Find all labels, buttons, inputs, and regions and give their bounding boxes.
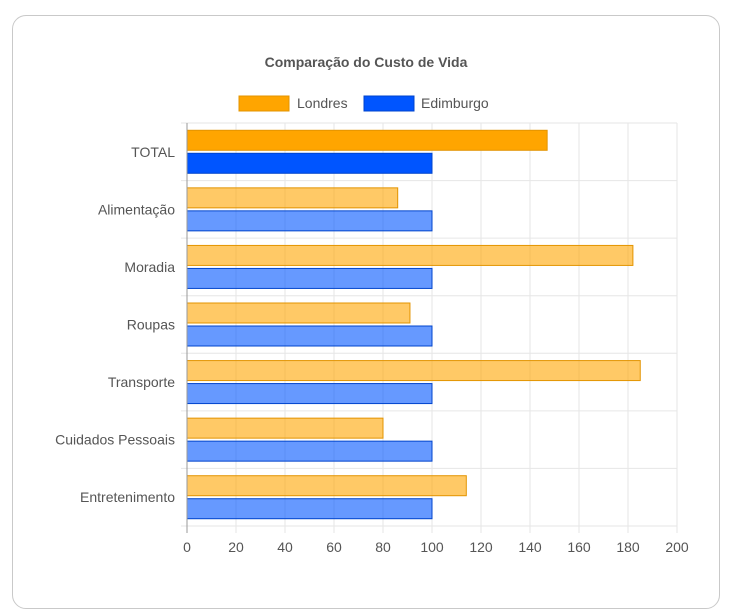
- category-label-transporte: Transporte: [108, 374, 175, 390]
- category-label-total: TOTAL: [131, 144, 175, 160]
- x-tick-label: 20: [228, 539, 244, 555]
- category-label-moradia: Moradia: [124, 259, 175, 275]
- legend-swatch-edimburgo[interactable]: [363, 95, 415, 112]
- bar-edimburgo-entretenimento[interactable]: [186, 498, 433, 520]
- category-label-cuidados-pessoais: Cuidados Pessoais: [55, 432, 175, 448]
- legend-label-edimburgo[interactable]: Edimburgo: [421, 95, 489, 111]
- category-label-alimentacao: Alimentação: [98, 201, 175, 217]
- bar-londres-alimentacao[interactable]: [186, 187, 399, 209]
- x-tick-label: 160: [567, 539, 591, 555]
- category-label-roupas: Roupas: [127, 317, 175, 333]
- bar-londres-cuidados-pessoais[interactable]: [186, 417, 384, 439]
- bar-londres-roupas[interactable]: [186, 302, 411, 324]
- legend-label-londres[interactable]: Londres: [297, 95, 348, 111]
- bar-edimburgo-alimentacao[interactable]: [186, 210, 433, 232]
- bar-edimburgo-roupas[interactable]: [186, 325, 433, 347]
- bar-londres-entretenimento[interactable]: [186, 475, 467, 497]
- bar-londres-moradia[interactable]: [186, 244, 634, 266]
- category-label-entretenimento: Entretenimento: [80, 489, 175, 505]
- bar-edimburgo-cuidados-pessoais[interactable]: [186, 440, 433, 462]
- legend: Londres Edimburgo: [238, 95, 489, 112]
- bar-edimburgo-total[interactable]: [186, 152, 433, 174]
- x-tick-label: 60: [326, 539, 342, 555]
- x-tick-label: 80: [375, 539, 391, 555]
- x-tick-label: 200: [665, 539, 689, 555]
- category-labels: TOTAL Alimentação Moradia Roupas Transporte C…: [55, 144, 175, 505]
- x-tick-label: 100: [420, 539, 444, 555]
- x-tick-label: 0: [183, 539, 191, 555]
- x-tick-label: 180: [616, 539, 640, 555]
- x-axis-ticks: 0 20 40 60 80 100 120 140 160 180 200: [183, 539, 689, 555]
- bar-edimburgo-moradia[interactable]: [186, 267, 433, 289]
- bar-londres-transporte[interactable]: [186, 360, 641, 382]
- x-tick-label: 120: [469, 539, 493, 555]
- legend-swatch-londres[interactable]: [238, 95, 290, 112]
- bars-group: [186, 129, 641, 520]
- chart-title: Comparação do Custo de Vida: [265, 54, 468, 70]
- bar-edimburgo-transporte[interactable]: [186, 383, 433, 405]
- bar-londres-total[interactable]: [186, 129, 548, 151]
- x-tick-label: 40: [277, 539, 293, 555]
- x-tick-label: 140: [518, 539, 542, 555]
